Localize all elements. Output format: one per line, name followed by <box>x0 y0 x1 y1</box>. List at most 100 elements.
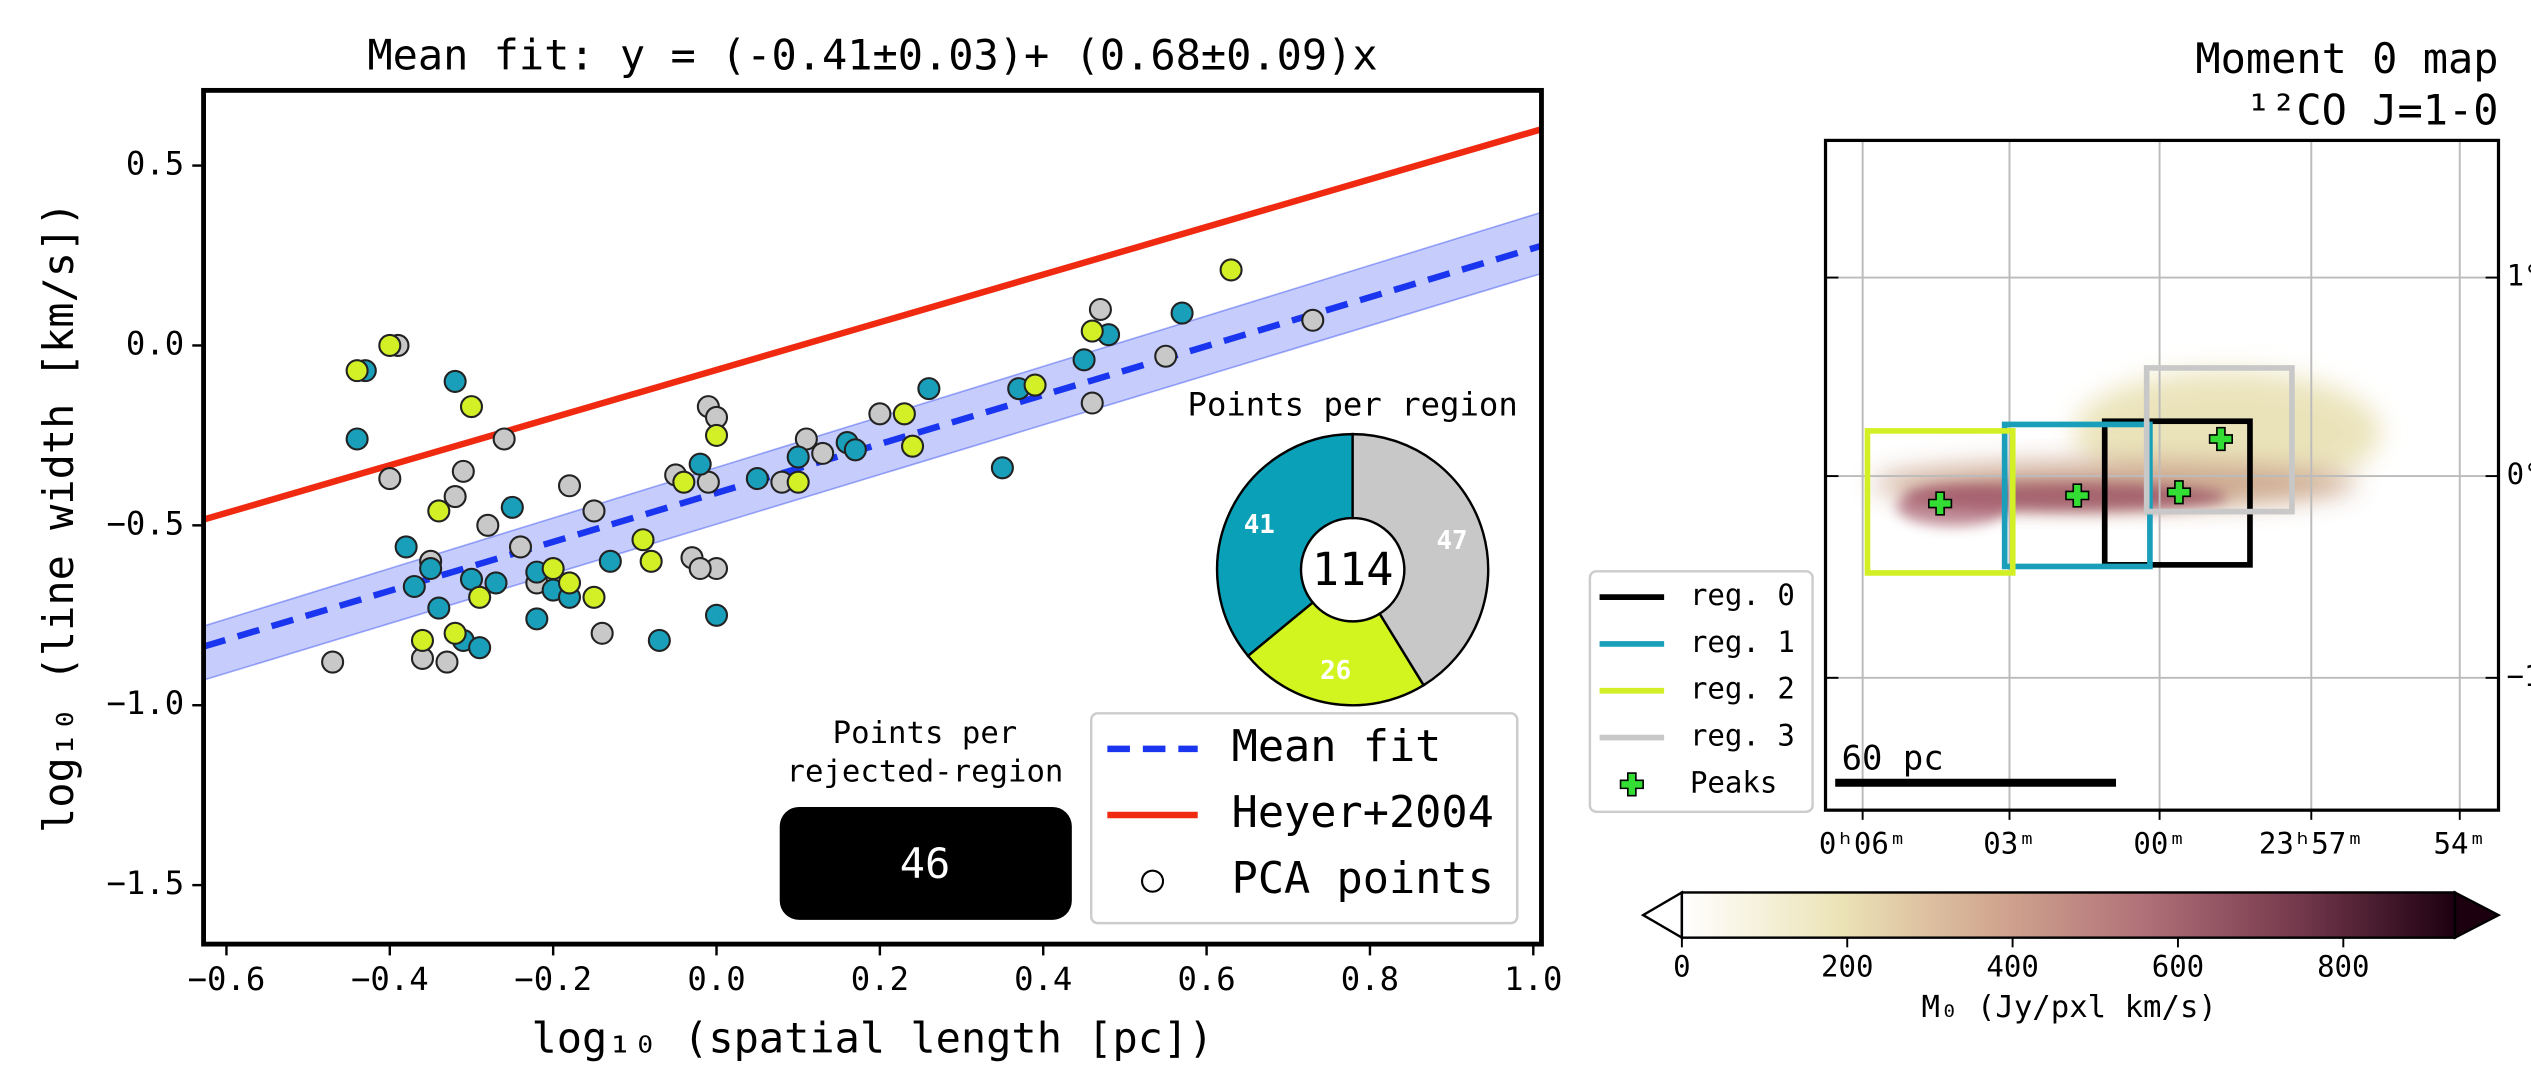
colorbar-tick-label: 600 <box>2152 949 2204 983</box>
ra-tick-label: 0ʰ06ᵐ <box>1819 827 1906 861</box>
x-tick-label: 0.0 <box>687 960 745 998</box>
colorbar-tick-label: 400 <box>1986 949 2038 983</box>
data-point <box>322 652 343 673</box>
data-point <box>436 652 457 673</box>
x-tick-label: 1.0 <box>1504 960 1562 998</box>
data-point <box>992 457 1013 478</box>
data-point <box>902 436 923 457</box>
figure: Mean fit: y = (-0.41±0.03)+ (0.68±0.09)x… <box>0 0 2531 1070</box>
data-point <box>526 608 547 629</box>
data-point <box>404 576 425 597</box>
data-point <box>845 439 866 460</box>
slice-label: 47 <box>1436 526 1467 556</box>
colorbar-tick-label: 200 <box>1821 949 1873 983</box>
x-tick-label: −0.2 <box>514 960 592 998</box>
data-point <box>461 396 482 417</box>
emission <box>1897 487 2010 526</box>
rejected-title: Points per <box>833 716 1018 751</box>
data-point <box>1025 375 1046 396</box>
data-point <box>747 468 768 489</box>
data-point <box>584 500 605 521</box>
data-point <box>1221 259 1242 280</box>
page: {"chart_data": [ {"type": "scatter", "ti… <box>0 0 2531 1070</box>
data-point <box>788 446 809 467</box>
data-point <box>869 403 890 424</box>
y-tick-label: −0.5 <box>106 504 184 542</box>
colorbar-tick-label: 800 <box>2317 949 2369 983</box>
x-axis-label: log₁₀ (spatial length [pc]) <box>532 1013 1214 1062</box>
legend-label: Mean fit <box>1232 722 1442 772</box>
colorbar-tick-label: 0 <box>1673 949 1690 983</box>
data-point <box>412 630 433 651</box>
data-point <box>420 558 441 579</box>
map-title: Moment 0 map <box>2195 34 2498 83</box>
data-point <box>1090 299 1111 320</box>
data-point <box>918 378 939 399</box>
data-point <box>396 536 417 557</box>
colorbar-extend <box>1643 892 1682 937</box>
data-point <box>1082 393 1103 414</box>
y-tick-label: −1.0 <box>106 684 184 722</box>
data-point <box>428 500 449 521</box>
legend-label: Peaks <box>1690 765 1777 799</box>
colorbar <box>1682 892 2455 937</box>
legend-label: reg. 3 <box>1690 719 1795 753</box>
x-tick-label: −0.6 <box>188 960 266 998</box>
data-point <box>453 461 474 482</box>
data-point <box>1155 346 1176 367</box>
dec-tick-label: −1 <box>2507 659 2531 693</box>
data-point <box>1172 303 1193 324</box>
data-point <box>494 429 515 450</box>
legend-label: PCA points <box>1232 854 1494 904</box>
y-axis-label: log₁₀ (line width [km/s]) <box>34 202 83 833</box>
ra-tick-label: 23ʰ57ᵐ <box>2259 827 2364 861</box>
legend-label: reg. 0 <box>1690 578 1795 612</box>
data-point <box>600 551 621 572</box>
data-point <box>706 605 727 626</box>
data-point <box>641 551 662 572</box>
data-point <box>428 598 449 619</box>
data-point <box>894 403 915 424</box>
slice-label: 26 <box>1320 656 1351 686</box>
data-point <box>812 443 833 464</box>
data-point <box>1302 310 1323 331</box>
data-point <box>559 572 580 593</box>
data-point <box>347 360 368 381</box>
chart-title: Mean fit: y = (-0.41±0.03)+ (0.68±0.09)x <box>367 31 1377 80</box>
rejected-title: rejected-region <box>787 755 1064 790</box>
x-tick-label: 0.2 <box>851 960 909 998</box>
data-point <box>469 587 490 608</box>
data-point <box>1074 349 1095 370</box>
slice-label: 41 <box>1244 510 1275 540</box>
data-point <box>469 637 490 658</box>
map-subtitle: ¹²CO J=1-0 <box>2246 85 2499 134</box>
pie-total: 114 <box>1312 543 1394 596</box>
data-point <box>788 472 809 493</box>
y-tick-label: −1.5 <box>106 864 184 902</box>
pie-title: Points per region <box>1188 386 1518 424</box>
data-point <box>559 475 580 496</box>
y-tick-label: 0.0 <box>126 324 184 362</box>
data-point <box>510 536 531 557</box>
data-point <box>445 623 466 644</box>
legend-label: Heyer+2004 <box>1232 788 1494 838</box>
data-point <box>584 587 605 608</box>
colorbar-extend <box>2455 892 2499 937</box>
data-point <box>1082 321 1103 342</box>
dec-tick-label: 1° <box>2507 259 2531 293</box>
y-tick-label: 0.5 <box>126 145 184 183</box>
data-point <box>690 558 711 579</box>
data-point <box>649 630 670 651</box>
x-tick-label: 0.6 <box>1177 960 1235 998</box>
x-tick-label: 0.4 <box>1014 960 1072 998</box>
data-point <box>592 623 613 644</box>
data-point <box>445 371 466 392</box>
data-point <box>477 515 498 536</box>
scale-bar-label: 60 pc <box>1842 739 1944 778</box>
data-point <box>633 529 654 550</box>
ra-tick-label: 00ᵐ <box>2133 827 2185 861</box>
data-point <box>502 497 523 518</box>
legend-swatch <box>1142 871 1163 892</box>
legend-label: reg. 2 <box>1690 672 1795 706</box>
x-tick-label: −0.4 <box>351 960 429 998</box>
